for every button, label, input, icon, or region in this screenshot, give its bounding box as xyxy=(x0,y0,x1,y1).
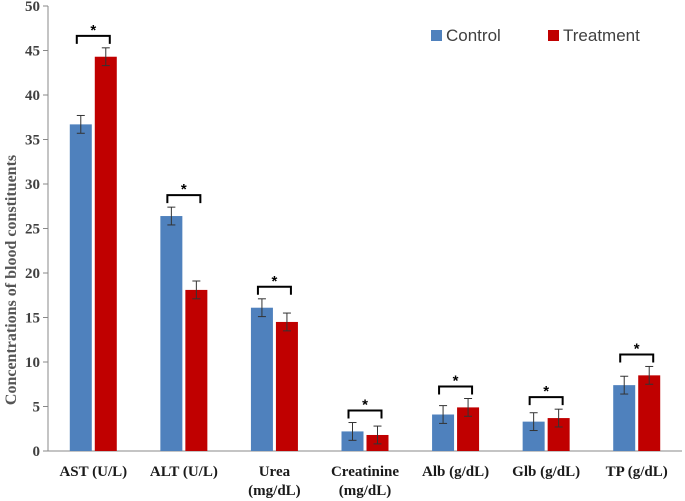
bar-treatment-1 xyxy=(185,289,208,451)
error-bar-treatment-3 xyxy=(373,425,382,445)
error-bar-treatment-2 xyxy=(282,312,291,332)
significance-star-0: * xyxy=(90,22,96,39)
significance-bracket-2 xyxy=(256,285,292,295)
x-tick-labels: AST (U/L) ALT (U/L) Urea (mg/dL) Creatinine(… xyxy=(59,464,667,499)
significance-bracket-3 xyxy=(347,409,383,419)
bar-treatment-6 xyxy=(638,375,661,451)
error-bar-control-2 xyxy=(257,298,266,318)
bar-control-6 xyxy=(613,385,636,451)
y-tick-label: 50 xyxy=(25,0,40,15)
error-bar-control-0 xyxy=(76,114,85,134)
significance-bracket-4 xyxy=(438,385,474,395)
error-bar-control-5 xyxy=(529,412,538,432)
significance-markers: * * * * * * * xyxy=(75,22,655,419)
error-bar-control-3 xyxy=(348,422,357,441)
significance-bracket-1 xyxy=(166,194,202,204)
error-bar-treatment-1 xyxy=(192,280,201,300)
y-tick-label: 30 xyxy=(25,177,40,193)
y-tick-label: 45 xyxy=(25,44,40,60)
bar-control-4 xyxy=(432,414,455,451)
y-tick-label: 0 xyxy=(33,444,41,460)
significance-star-2: * xyxy=(272,273,278,290)
x-tick-label-4: Alb (g/dL) xyxy=(422,464,489,480)
bar-control-1 xyxy=(160,216,183,451)
legend-label-treatment: Treatment xyxy=(563,26,640,45)
x-tick-label-3: Creatinine (mg/dL) xyxy=(331,464,399,499)
legend-label-control: Control xyxy=(446,26,501,45)
significance-star-4: * xyxy=(453,372,459,389)
legend-swatch-control xyxy=(431,30,442,41)
error-bar-treatment-4 xyxy=(464,397,473,417)
y-tick-label: 25 xyxy=(25,222,40,238)
bar-treatment-4 xyxy=(457,407,480,451)
significance-star-3: * xyxy=(362,397,368,414)
error-bars xyxy=(76,47,654,445)
significance-star-1: * xyxy=(181,181,187,198)
significance-star-6: * xyxy=(634,340,640,357)
bar-control-0 xyxy=(69,124,92,452)
error-bar-control-6 xyxy=(620,375,629,395)
y-axis: 0 5 10 15 20 25 30 35 40 45 50 xyxy=(25,0,49,460)
significance-bracket-0 xyxy=(75,34,111,44)
bar-treatment-5 xyxy=(547,418,570,451)
significance-bracket-5 xyxy=(528,396,564,406)
y-tick-label: 15 xyxy=(25,311,40,327)
x-tick-label-6: TP (g/dL) xyxy=(606,464,668,480)
bar-control-5 xyxy=(522,421,545,451)
bar-treatment-0 xyxy=(94,56,117,451)
error-bar-treatment-5 xyxy=(554,408,563,428)
error-bar-treatment-0 xyxy=(101,47,110,67)
y-tick-label: 35 xyxy=(25,133,40,149)
significance-star-5: * xyxy=(543,383,549,400)
bars xyxy=(69,56,661,452)
error-bar-treatment-6 xyxy=(645,365,654,385)
bar-control-2 xyxy=(250,307,273,451)
bar-control-3 xyxy=(341,431,364,451)
error-bar-control-1 xyxy=(167,206,176,226)
x-tick-label-1: ALT (U/L) xyxy=(150,464,218,480)
x-tick-label-0: AST (U/L) xyxy=(59,464,127,480)
y-tick-label: 5 xyxy=(33,400,41,416)
y-tick-label: 10 xyxy=(25,355,40,371)
y-tick-label: 40 xyxy=(25,88,40,104)
x-tick-label-2: Urea (mg/dL) xyxy=(248,464,301,499)
error-bar-control-4 xyxy=(439,405,448,424)
y-axis-label: Concentrations of blood constituents xyxy=(3,155,20,405)
legend: Control Treatment xyxy=(431,26,640,45)
bar-treatment-2 xyxy=(275,321,298,451)
x-tick-label-5: Glb (g/dL) xyxy=(512,464,580,480)
y-tick-label: 20 xyxy=(25,266,40,282)
legend-swatch-treatment xyxy=(548,30,559,41)
significance-bracket-6 xyxy=(619,353,655,363)
